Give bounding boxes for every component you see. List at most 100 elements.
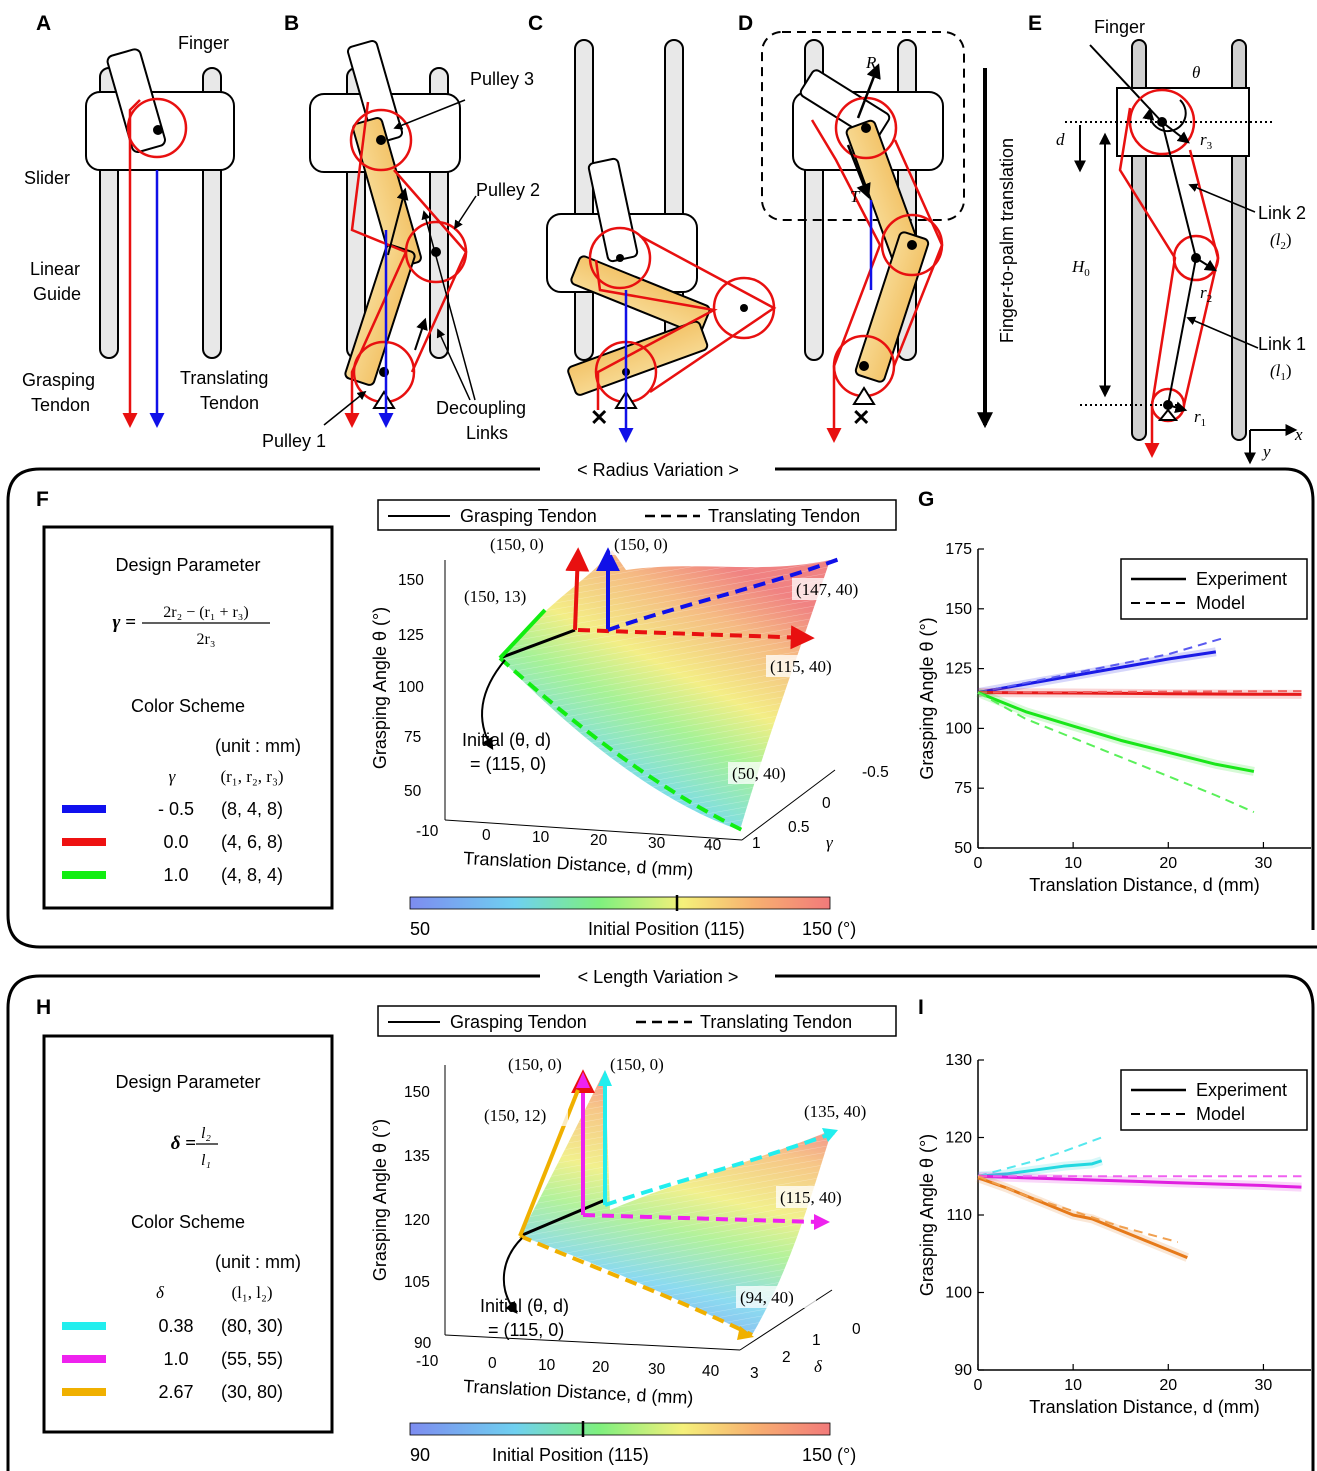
unit-h: (unit : mm): [215, 1252, 301, 1272]
chart-g-ytick-5: 175: [945, 541, 972, 558]
unit-f: (unit : mm): [215, 736, 301, 756]
formula-num-h: l₂: [201, 1125, 211, 1142]
panel-label-d: D: [738, 12, 753, 35]
chart-i-series-1: [977, 1136, 1103, 1178]
formula-lhs-f: γ =: [113, 612, 136, 633]
chart-g-series-3: [977, 690, 1302, 694]
chart-i-xtick-2: 20: [1159, 1377, 1177, 1394]
label-finger-e: Finger: [1094, 17, 1145, 37]
chart-i-series-4: [977, 1176, 1188, 1260]
label-r1: r1: [1194, 407, 1206, 429]
diagram-d: ✕ R T Finger-to-palm translation: [761, 31, 1017, 443]
ytick-f-100: 100: [398, 679, 424, 696]
cbar-f-mid: Initial Position (115): [588, 919, 745, 939]
ann-f-green: (150, 13): [464, 587, 526, 606]
chart-i-xtick-3: 30: [1255, 1377, 1273, 1394]
param-box-f: Design Parameter γ = 2r₂ − (r₁ + r₃) 2r₃…: [42, 525, 334, 910]
panel-label-g: G: [918, 488, 934, 511]
label-d: d: [1056, 130, 1065, 149]
label-R: R: [865, 53, 877, 72]
ztick-h-2: 2: [782, 1349, 791, 1366]
chart-i-series-5: [977, 1175, 1179, 1244]
ann-f-blue: (150, 0): [614, 535, 668, 554]
chart-i-legend-exp: Experiment: [1196, 1080, 1287, 1100]
ann-f-red: (150, 0): [490, 535, 544, 554]
ztick-f-1: 1: [752, 835, 761, 852]
label-guide: Guide: [33, 284, 81, 304]
ytick-f-125: 125: [398, 627, 424, 644]
label-pulley1: Pulley 1: [262, 431, 326, 451]
diagram-c: ✕: [546, 39, 777, 443]
row-h-swatch-1: [62, 1355, 106, 1363]
chart-g-series-5: [977, 691, 1255, 814]
label-y: y: [1261, 442, 1271, 461]
label-H0: H0: [1071, 257, 1090, 279]
label-r3: r3: [1200, 130, 1213, 152]
xtick-h-40: 40: [702, 1363, 720, 1380]
legend-dash-f: Translating Tendon: [708, 506, 860, 526]
formula-den-h: l₁: [201, 1152, 211, 1169]
cbar-h-max: 150 (°): [802, 1445, 856, 1465]
panel-label-b: B: [284, 12, 299, 35]
label-T: T: [850, 187, 861, 206]
label-pulley2: Pulley 2: [476, 180, 540, 200]
label-decoupling: Decoupling: [436, 398, 526, 418]
cbar-h-mid: Initial Position (115): [492, 1445, 649, 1465]
label-finger-a: Finger: [178, 33, 229, 53]
row-h-tuple-2: (30, 80): [221, 1382, 283, 1402]
param-box-h: Design Parameter δ = l₂ l₁ Color Scheme …: [42, 1034, 334, 1434]
ztick-f-0: 0: [822, 795, 831, 812]
chart-g-legend-box: [1120, 558, 1308, 620]
cbar-f-min: 50: [410, 919, 430, 939]
initial-f-2: = (115, 0): [470, 754, 546, 774]
chart-g-ytick-2: 100: [945, 720, 972, 737]
label-finger-to-palm: Finger-to-palm translation: [997, 138, 1017, 343]
chart-g-xtick-2: 20: [1159, 855, 1177, 872]
col-delta: δ: [156, 1283, 165, 1302]
row-h-swatch-2: [62, 1388, 106, 1396]
initial-h-2: = (115, 0): [488, 1320, 564, 1340]
label-translating: Translating: [180, 368, 268, 388]
label-slider: Slider: [24, 168, 70, 188]
chart-i-xlabel: Translation Distance, d (mm): [1029, 1397, 1259, 1417]
xlabel-f: Translation Distance, d (mm): [463, 848, 694, 880]
initial-f-1: Initial (θ, d): [462, 730, 551, 750]
row-f-tuple-1: (4, 6, 8): [221, 832, 283, 852]
label-r2: r2: [1200, 283, 1212, 305]
col-gamma: γ: [169, 767, 177, 786]
col-r: (r₁, r₂, r₃): [220, 767, 283, 786]
frame-radius-right: [775, 467, 1315, 930]
xtick-h-10: 10: [538, 1357, 556, 1374]
chart-i-xtick-0: 0: [974, 1377, 983, 1394]
row-f-value-1: 0.0: [163, 832, 188, 852]
chart-g: 0 10 20 30 50 75 100 125 150 175 Translation Dista…: [917, 541, 1311, 895]
xtick-h-neg10: -10: [416, 1353, 439, 1370]
row-f-swatch-1: [62, 838, 106, 846]
xtick-f-10: 10: [532, 829, 550, 846]
diagram-a: Finger Slider Linear Guide Grasping Tend…: [22, 33, 268, 428]
surface-plot-f: Grasping Tendon Translating Tendon 1 50 1…: [370, 499, 897, 939]
chart-i-ytick-3: 120: [945, 1130, 972, 1147]
xtick-h-20: 20: [592, 1359, 610, 1376]
chart-i-xtick-1: 10: [1064, 1377, 1082, 1394]
label-theta: θ: [1192, 63, 1200, 82]
colorbar-f: [409, 896, 831, 910]
chart-g-ylabel: Grasping Angle θ (°): [917, 617, 937, 779]
ann-h-magenta: (150, 0): [508, 1055, 562, 1074]
ztick-h-1: 1: [812, 1332, 821, 1349]
chart-g-xtick-3: 30: [1255, 855, 1273, 872]
chart-i-ylabel: Grasping Angle θ (°): [917, 1134, 937, 1296]
ytick-f-50: 50: [404, 783, 422, 800]
diagram-e: Finger θ d r3 Link 2 (l2) r2 H0 Link 1 (…: [1056, 17, 1306, 465]
ann-h-cyan: (150, 0): [610, 1055, 664, 1074]
legend-solid-f: Grasping Tendon: [460, 506, 597, 526]
row-f-swatch-2: [62, 871, 106, 879]
label-pulley3: Pulley 3: [470, 69, 534, 89]
chart-g-ytick-1: 75: [954, 780, 972, 797]
chart-g-ytick-4: 150: [945, 601, 972, 618]
row-f-tuple-2: (4, 8, 4): [221, 865, 283, 885]
row-h-swatch-0: [62, 1322, 106, 1330]
frame-length-left: [6, 974, 540, 1471]
label-l1: (l1): [1270, 361, 1292, 383]
